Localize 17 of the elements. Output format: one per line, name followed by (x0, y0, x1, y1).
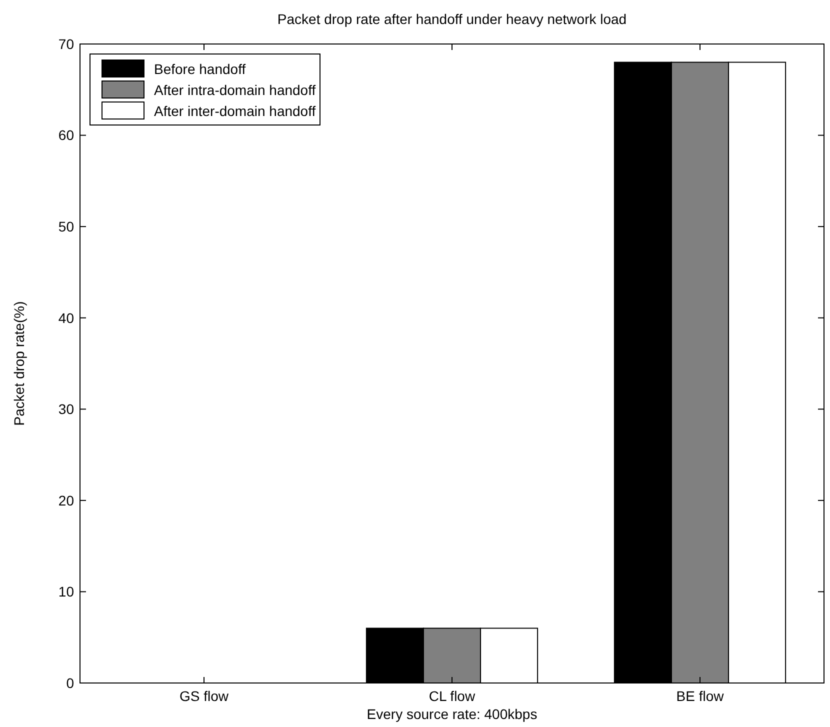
x-tick-label: CL flow (428, 688, 476, 704)
y-tick-label: 50 (58, 218, 74, 234)
y-tick-label: 30 (58, 401, 74, 418)
x-tick-label: GS flow (179, 688, 230, 704)
y-tick-label: 40 (58, 310, 74, 326)
x-tick-label: BE flow (676, 688, 725, 704)
y-tick-label: 10 (58, 584, 74, 600)
legend-label: Before handoff (154, 60, 246, 77)
y-axis-title: Packet drop rate(%) (11, 301, 27, 426)
x-axis-title: Every source rate: 400kbps (366, 706, 538, 722)
chart-title: Packet drop rate after handoff under heavy network load (277, 11, 627, 27)
legend-label: After inter-domain handoff (154, 102, 316, 119)
y-tick-label: 0 (66, 674, 74, 691)
legend-label: After intra-domain handoff (154, 82, 316, 98)
y-tick-label: 70 (58, 36, 74, 52)
y-tick-label: 60 (58, 127, 74, 144)
y-tick-label: 20 (58, 492, 74, 508)
